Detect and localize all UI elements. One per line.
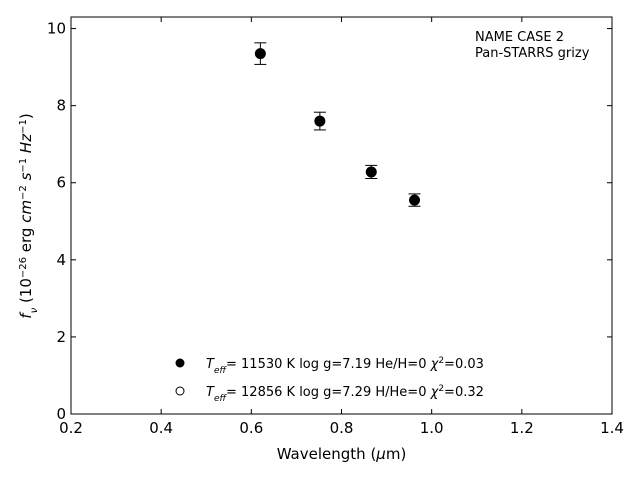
plot-frame — [70, 16, 613, 415]
x-tick-label: 1.2 — [510, 419, 534, 437]
y-tick-label: 8 — [56, 97, 66, 115]
y-tick-label: 4 — [56, 251, 66, 269]
x-tick-label: 1.0 — [420, 419, 444, 437]
legend-entry-1: Teff= 11530 K log g=7.19 He/H=0 χ2=0.03 — [206, 356, 484, 376]
x-axis-label: Wavelength (μm) — [277, 445, 407, 463]
legend-marker-filled — [175, 358, 185, 368]
x-tick-label: 0.4 — [149, 419, 173, 437]
y-tick-label: 0 — [56, 405, 66, 423]
legend-marker-open — [175, 386, 185, 396]
x-tick-label: 0.8 — [330, 419, 354, 437]
data-point-filled — [409, 195, 420, 206]
legend: Teff= 11530 K log g=7.19 He/H=0 χ2=0.03 … — [175, 356, 484, 404]
annotation-line-1: NAME CASE 2 — [475, 30, 564, 45]
data-point-filled — [314, 116, 325, 127]
y-tick-label: 10 — [47, 20, 66, 38]
y-axis-label: fν (10−26 erg cm−2 s−1 Hz−1) — [17, 113, 40, 318]
x-tick-label: 1.4 — [600, 419, 624, 437]
axis-ticks: 0.2 0.4 0.6 0.8 1.0 1.2 1.4 0 2 4 6 8 10 — [47, 17, 624, 437]
data-point-filled — [255, 48, 266, 59]
data-marks — [254, 42, 421, 207]
annotation-line-2: Pan-STARRS grizy — [475, 46, 590, 61]
x-tick-label: 0.6 — [239, 419, 263, 437]
x-tick-label: 0.2 — [59, 419, 83, 437]
y-tick-label: 6 — [56, 174, 66, 192]
y-tick-label: 2 — [56, 328, 66, 346]
legend-entry-2: Teff= 12856 K log g=7.29 H/He=0 χ2=0.32 — [206, 384, 484, 404]
data-point-filled — [366, 166, 377, 177]
svg-text:fν (10−26 erg cm−2 s−1 Hz−1): fν (10−26 erg cm−2 s−1 Hz−1) — [17, 113, 40, 318]
